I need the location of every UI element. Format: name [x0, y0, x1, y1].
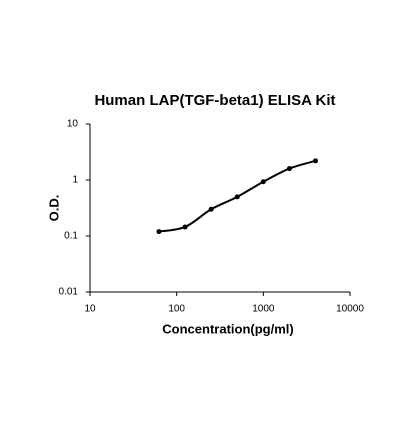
- y-tick-label: 0.1: [64, 231, 78, 242]
- data-point: [182, 224, 188, 230]
- data-point: [313, 158, 319, 164]
- data-point: [208, 206, 214, 212]
- y-tick-label: 0.01: [59, 287, 79, 298]
- y-tick-label: 10: [67, 119, 79, 130]
- data-point: [286, 166, 292, 172]
- y-tick-label: 1: [72, 175, 78, 186]
- x-tick-label: 10000: [336, 304, 364, 315]
- x-axis-label: Concentration(pg/ml): [162, 321, 293, 336]
- x-tick-label: 100: [168, 304, 185, 315]
- chart-title: Human LAP(TGF-beta1) ELISA Kit: [94, 92, 335, 109]
- x-tick-label: 1000: [252, 304, 275, 315]
- data-point: [260, 179, 266, 185]
- data-point: [234, 194, 240, 200]
- data-point: [156, 229, 162, 235]
- x-tick-label: 10: [84, 304, 96, 315]
- y-axis-label: O.D.: [46, 195, 61, 222]
